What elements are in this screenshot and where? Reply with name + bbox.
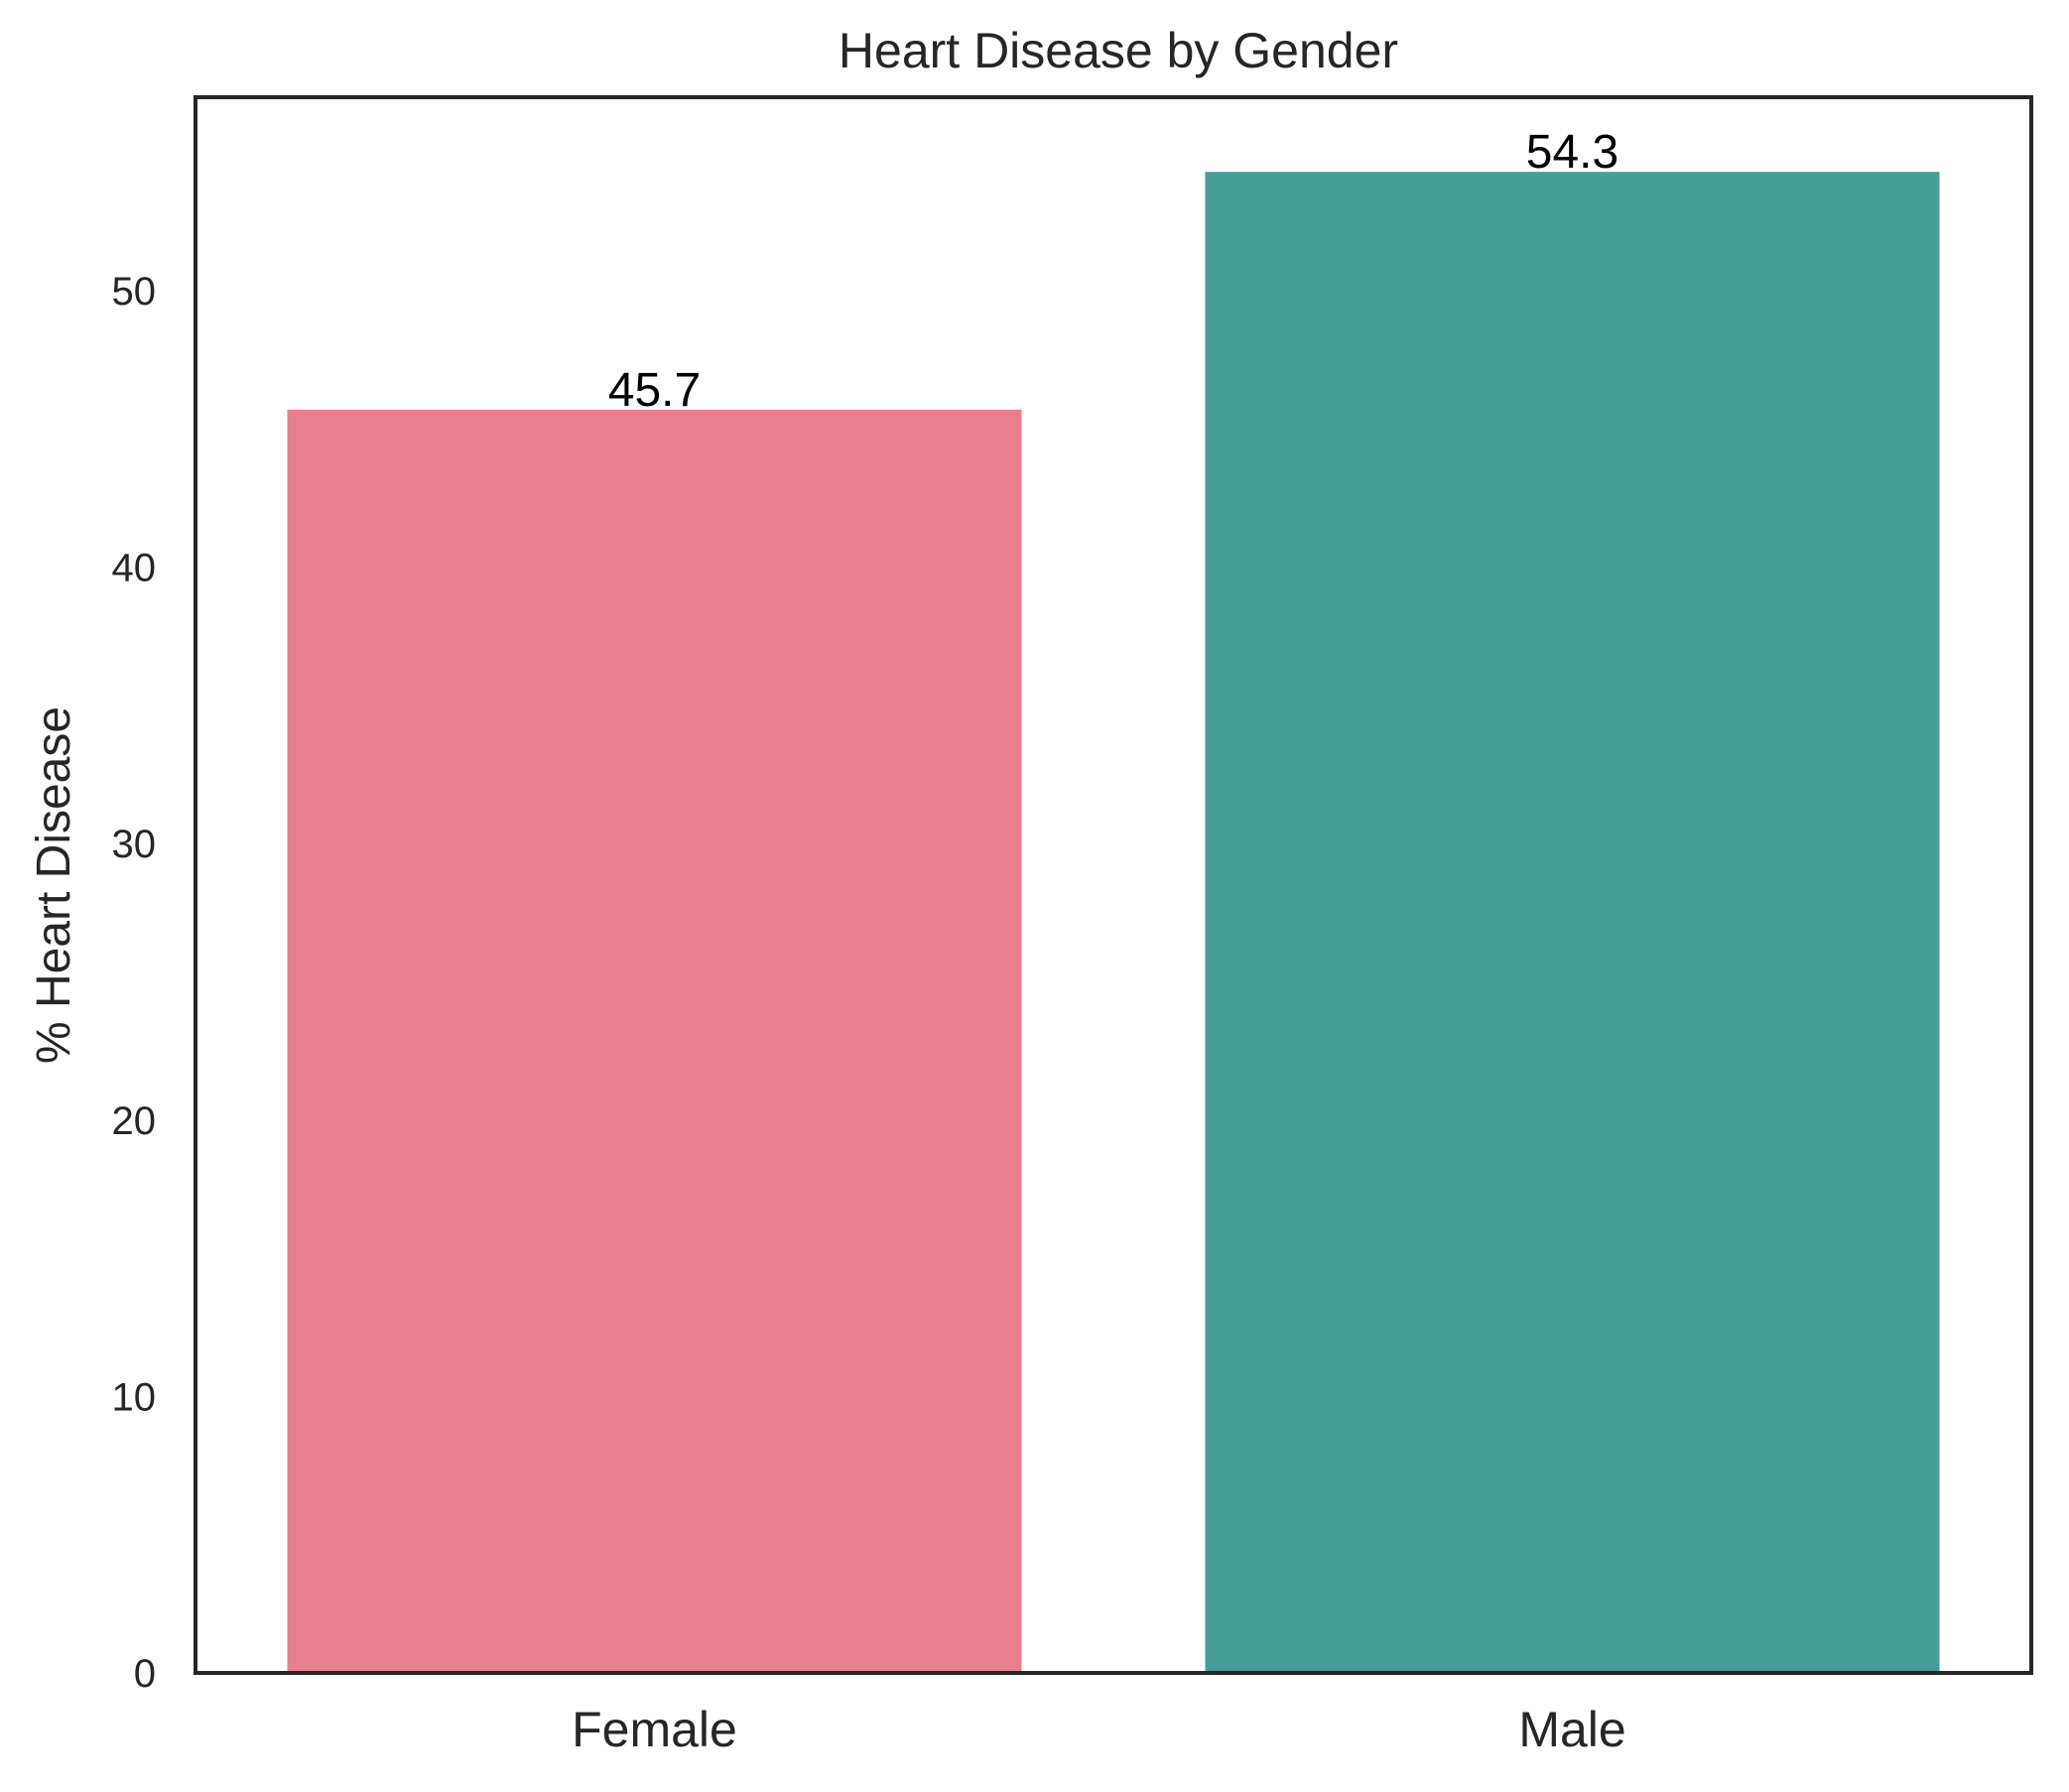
- y-tick-label-40: 40: [112, 547, 157, 590]
- y-tick-label-30: 30: [112, 823, 157, 866]
- bar-female: [287, 409, 1022, 1674]
- x-tick-label-male: Male: [1518, 1702, 1625, 1757]
- y-tick-label-0: 0: [134, 1652, 156, 1696]
- plot-area-frame: [194, 95, 2033, 1675]
- ticks-layer: Female Male 0 10 20 30 40 50: [112, 270, 1626, 1757]
- y-tick-label-20: 20: [112, 1099, 157, 1143]
- bars-layer: [287, 172, 1940, 1674]
- x-tick-label-female: Female: [572, 1702, 737, 1757]
- y-tick-label-10: 10: [112, 1375, 157, 1419]
- chart-title: Heart Disease by Gender: [839, 23, 1398, 78]
- value-labels-layer: 45.7 54.3: [608, 126, 1618, 417]
- y-axis-label: % Heart Disease: [28, 706, 80, 1064]
- value-label-female: 45.7: [608, 364, 701, 417]
- bar-male: [1205, 172, 1940, 1673]
- value-label-male: 54.3: [1526, 126, 1618, 179]
- y-tick-label-50: 50: [112, 270, 157, 314]
